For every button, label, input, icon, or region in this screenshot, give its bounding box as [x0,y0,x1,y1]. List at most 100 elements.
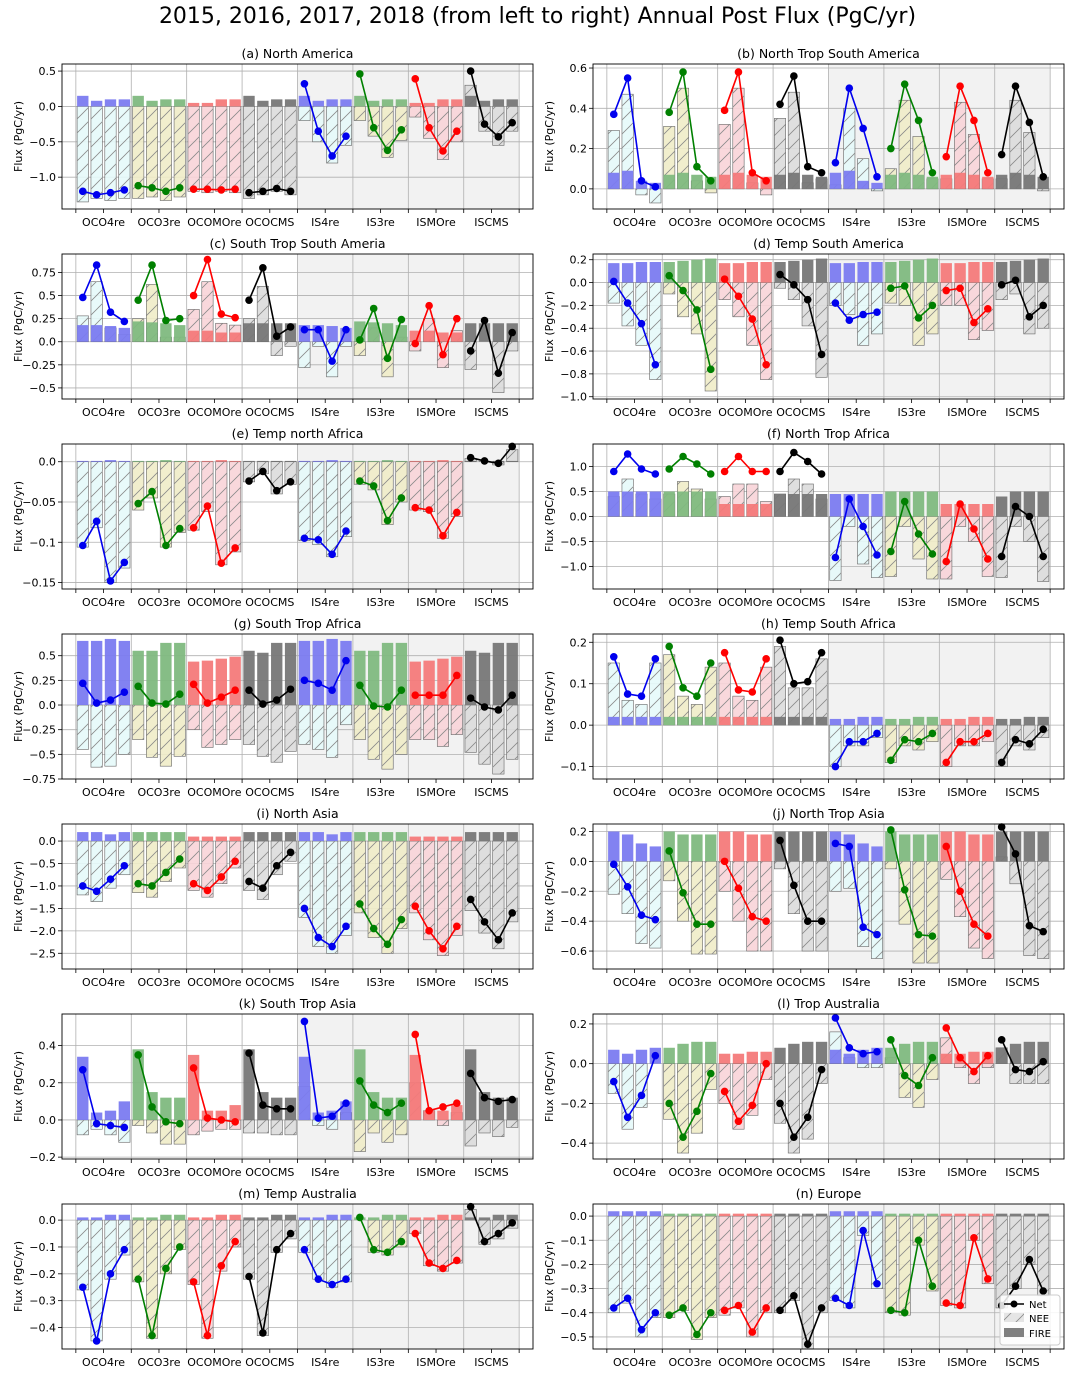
fire-bar [381,99,394,107]
nee-bar-hatch [899,282,911,306]
net-point [508,442,517,451]
net-point [637,319,646,328]
nee-bar-hatch [774,646,786,726]
fire-bar [912,1213,925,1217]
nee-bar-hatch [243,705,255,745]
net-point [245,1049,253,1057]
nee-bar-hatch [215,1220,227,1272]
x-tick-label: IS3re [897,216,926,229]
fire-bar [437,1110,449,1120]
x-tick-label: IS3re [366,1356,395,1369]
fire-bar [174,1214,186,1221]
net-point [845,495,854,503]
x-tick-label: IS4re [311,976,340,989]
y-tick-label: −0.4 [560,322,587,335]
net-point [817,648,826,657]
fire-bar [464,1049,477,1120]
fire-bar [940,1053,952,1064]
net-point [762,360,770,369]
fire-bar [760,504,772,517]
net-point [748,168,757,177]
y-axis-label: Flux (PgC/yr) [543,861,556,932]
nee-bar-hatch [423,705,435,740]
nee-bar-hatch [608,130,620,189]
nee-bar-hatch [368,461,380,490]
nee-bar-hatch [621,700,634,726]
net-point [1039,1057,1048,1066]
nee-bar-hatch [1009,100,1022,189]
fire-bar [451,1105,463,1120]
net-point [997,823,1006,831]
nee-bar-hatch [451,841,463,936]
net-point [970,116,978,125]
y-tick-label: 0.5 [39,290,57,303]
net-line [137,262,180,322]
nee-bar-hatch [104,841,117,889]
panel-title: (k) South Trop Asia [239,996,357,1011]
net-point [873,551,881,559]
nee-bar-hatch [492,1119,505,1137]
net-point [762,467,770,476]
net-point [609,1304,618,1312]
x-tick-label: ISCMS [1005,216,1039,229]
nee-bar-hatch [409,705,421,740]
fire-bar [954,831,966,862]
fire-bar [1009,1213,1022,1217]
fire-bar [995,718,1008,726]
net-line [359,480,403,523]
nee-bar-hatch [705,1216,717,1318]
fire-bar [201,660,214,706]
fire-bar [146,460,158,462]
net-line [414,905,458,951]
nee-bar-hatch [271,461,283,494]
nee-bar-hatch [160,705,172,767]
fire-bar [899,834,911,862]
net-point [466,453,475,462]
fire-bar [229,99,241,107]
net-point [134,296,142,304]
net-point [175,690,184,698]
fire-bar [982,1213,994,1217]
x-tick-label: OCOCMS [776,976,825,989]
fire-bar [451,836,463,842]
nee-bar-hatch [871,188,883,191]
x-tick-label: IS4re [311,596,340,609]
net-point [189,879,198,888]
fire-bar [368,460,380,462]
net-point [873,1279,881,1288]
net-point [720,1306,729,1315]
fire-bar [1037,831,1049,862]
fire-bar [492,1097,505,1120]
fire-bar [77,832,89,842]
net-point [494,133,503,141]
nee-bar-hatch [705,282,717,392]
fire-bar [829,1211,842,1217]
fire-bar [857,1211,869,1217]
x-tick-label: ISCMS [1005,596,1039,609]
fire-bar [621,170,634,189]
fire-bar [912,491,925,517]
net-point [439,147,447,155]
fire-bar [104,460,117,462]
nee-bar-hatch [899,1216,911,1316]
net-point [189,185,198,193]
fire-bar [857,261,869,283]
nee-bar-hatch [760,861,772,952]
net-point [106,696,115,704]
nee-bar-hatch [312,1220,324,1280]
net-point [300,80,309,88]
x-tick-label: OCO4re [82,976,125,989]
net-point [914,314,923,322]
net-point [845,316,854,325]
net-point [623,882,632,891]
nee-bar-hatch [954,102,966,189]
net-point [1039,301,1048,310]
fire-bar [132,650,144,706]
net-point [970,737,978,746]
net-point [803,162,812,171]
fire-bar [663,716,675,726]
y-tick-label: 0.6 [570,62,588,75]
net-point [203,502,212,510]
x-tick-label: OCOMOre [718,1166,772,1179]
